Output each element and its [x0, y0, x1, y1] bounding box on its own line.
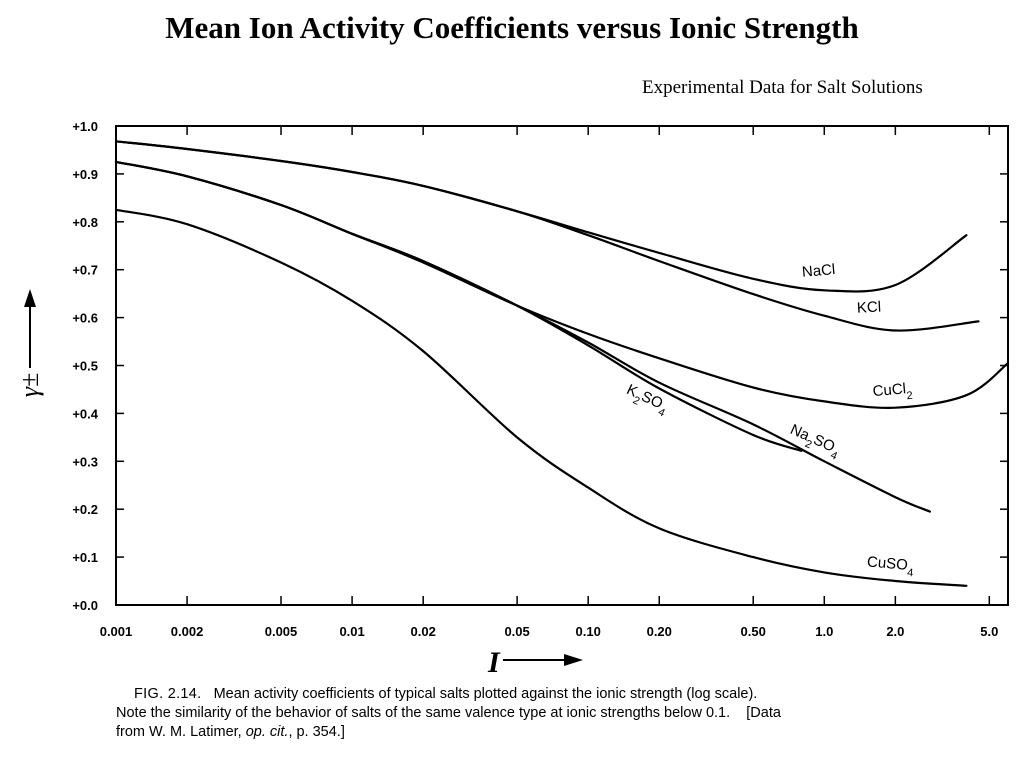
- caption-line-3-start: from W. M. Latimer,: [116, 724, 246, 740]
- series-line-na2so4: [114, 160, 931, 513]
- y-axis-label: γ±: [15, 373, 44, 398]
- series-line-nacl: [114, 140, 968, 293]
- caption-figure-label: FIG. 2.14.: [134, 686, 202, 702]
- x-axis-label: I: [487, 646, 501, 679]
- caption-line-2-tail: [Data: [746, 705, 781, 721]
- x-tick-label: 0.20: [647, 624, 672, 639]
- x-tick-label: 0.001: [100, 624, 133, 639]
- figure-caption: FIG. 2.14. Mean activity coefficients of…: [116, 685, 926, 742]
- series-label-cuso4: CuSO4: [866, 553, 915, 579]
- x-tick-label: 0.02: [411, 624, 436, 639]
- series-label-cucl2: CuCl2: [872, 380, 913, 405]
- series-line-cucl2: [114, 160, 1010, 409]
- x-tick-label: 1.0: [815, 624, 833, 639]
- series-line-k2so4: [114, 160, 803, 452]
- series-line-kcl: [114, 140, 980, 332]
- y-tick-label: +0.3: [72, 454, 98, 469]
- page-title: Mean Ion Activity Coefficients versus Io…: [165, 10, 859, 45]
- y-tick-label: +0.9: [72, 167, 98, 182]
- activity-coefficient-chart: +0.0 +0.1 +0.2 +0.3 +0.4 +0.5 +0.6 +0.7 +0.8 +0.9…: [15, 119, 1010, 679]
- series-label-kcl: KCl: [856, 298, 881, 316]
- series-line-cuso4: [114, 208, 968, 587]
- x-tick-label: 5.0: [980, 624, 998, 639]
- x-tick-label: 2.0: [886, 624, 904, 639]
- y-axis-arrowhead: [24, 289, 36, 307]
- y-tick-label: +0.2: [72, 502, 98, 517]
- series-label-nacl: NaCl: [801, 261, 836, 281]
- x-tick-label: 0.005: [265, 624, 298, 639]
- y-tick-label: +0.0: [72, 598, 98, 613]
- x-tick-label: 0.10: [576, 624, 601, 639]
- caption-line-3-end: , p. 354.]: [288, 724, 345, 740]
- y-tick-label: +0.8: [72, 215, 98, 230]
- page-subtitle: Experimental Data for Salt Solutions: [642, 77, 923, 98]
- x-tick-label: 0.002: [171, 624, 204, 639]
- caption-line-1: Mean activity coefficients of typical sa…: [213, 686, 758, 702]
- caption-line-2: Note the similarity of the behavior of s…: [116, 705, 731, 721]
- y-tick-label: +0.7: [72, 263, 98, 278]
- series-label-k2so4: K2SO4: [622, 381, 671, 420]
- y-tick-label: +0.6: [72, 311, 98, 326]
- x-axis-arrowhead: [564, 654, 583, 666]
- y-tick-label: +1.0: [72, 119, 98, 134]
- y-tick-label: +0.5: [72, 359, 98, 374]
- x-tick-label: 0.50: [741, 624, 766, 639]
- y-tick-label: +0.1: [72, 550, 98, 565]
- x-tick-label: 0.01: [339, 624, 364, 639]
- x-tick-label: 0.05: [504, 624, 529, 639]
- plot-frame: [115, 125, 1009, 606]
- caption-line-3-italic: op. cit.: [245, 724, 289, 740]
- y-tick-label: +0.4: [72, 406, 98, 421]
